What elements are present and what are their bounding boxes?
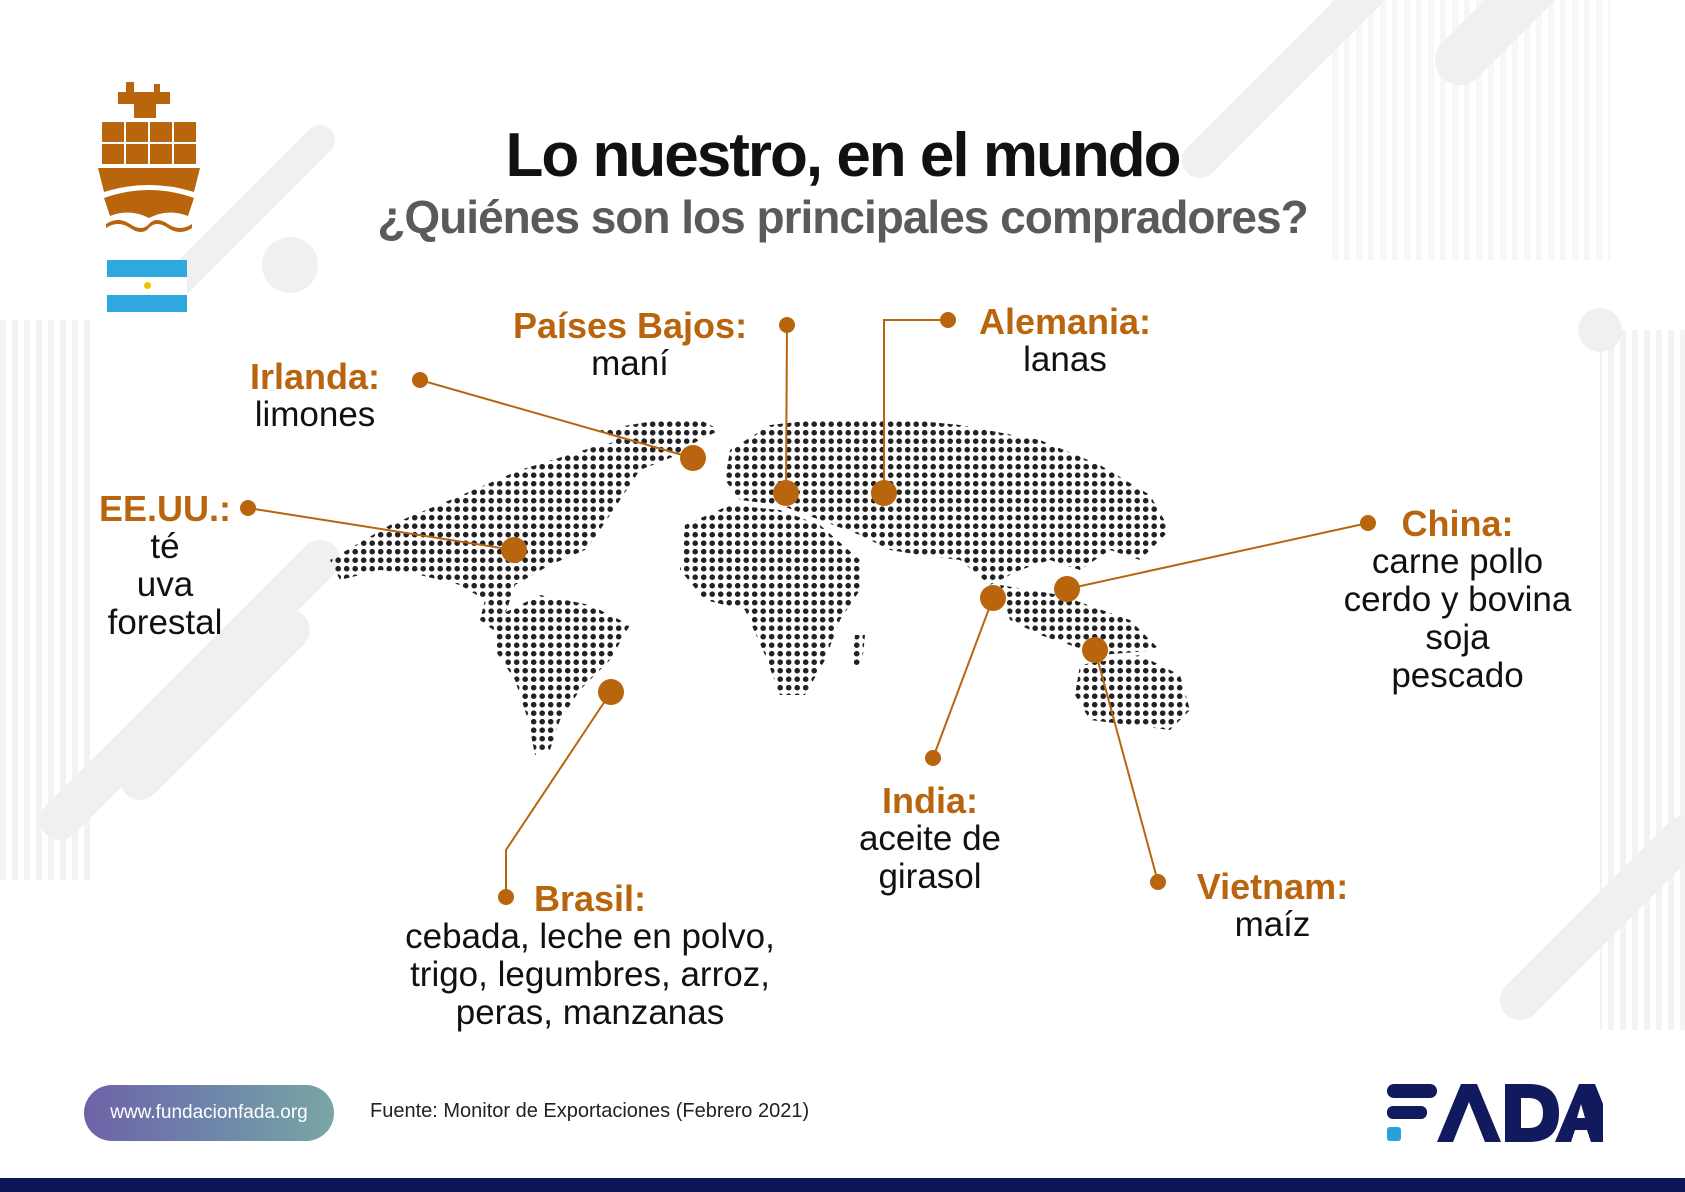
products-list: té uva forestal	[107, 527, 223, 642]
page-subtitle: ¿Quiénes son los principales compradores…	[377, 191, 1308, 243]
world-map	[330, 420, 1190, 755]
products-list: maíz	[1234, 905, 1311, 944]
page-title: Lo nuestro, en el mundo	[505, 121, 1182, 190]
website-link[interactable]: www.fundacionfada.org	[84, 1085, 334, 1141]
australia-shape	[1075, 655, 1190, 730]
south-america-shape	[495, 595, 630, 755]
country-name: India:	[882, 780, 978, 821]
products-list: limones	[254, 395, 376, 434]
label-india: India: aceite de girasol	[830, 782, 1030, 896]
madagascar-shape	[852, 635, 865, 665]
fada-logo-mark	[1387, 1084, 1603, 1142]
country-name: EE.UU.:	[98, 488, 231, 529]
country-name: Brasil:	[533, 878, 647, 919]
label-vietnam: Vietnam: maíz	[1170, 868, 1375, 944]
label-usa: EE.UU.: té uva forestal	[80, 490, 250, 642]
container-ship-icon	[98, 82, 200, 232]
label-china: China: carne pollo cerdo y bovina soja p…	[1310, 505, 1605, 695]
north-america-shape	[330, 435, 690, 615]
source-note: Fuente: Monitor de Exportaciones (Febrer…	[370, 1100, 810, 1122]
products-list: cebada, leche en polvo, trigo, legumbres…	[405, 917, 775, 1032]
products-list: lanas	[1023, 340, 1107, 379]
country-name: Irlanda:	[249, 356, 381, 397]
label-brazil: Brasil: cebada, leche en polvo, trigo, l…	[360, 880, 820, 1032]
eurasia-shape	[725, 420, 1170, 585]
fada-logo	[1385, 1080, 1605, 1151]
country-name: China:	[1401, 503, 1514, 544]
country-name: Vietnam:	[1196, 866, 1349, 907]
sun-icon	[144, 282, 151, 290]
country-name: Alemania:	[978, 301, 1152, 342]
products-list: maní	[591, 344, 669, 383]
argentina-flag	[107, 260, 187, 312]
bottom-bar	[0, 1178, 1685, 1192]
africa-shape	[680, 505, 860, 695]
label-ireland: Irlanda: limones	[230, 358, 400, 434]
label-netherlands: Países Bajos: maní	[495, 307, 765, 383]
label-germany: Alemania: lanas	[955, 303, 1175, 379]
country-name: Países Bajos:	[512, 305, 748, 346]
products-list: aceite de girasol	[858, 819, 1002, 896]
southeast-asia-shape	[1000, 585, 1160, 655]
products-list: carne pollo cerdo y bovina soja pescado	[1343, 542, 1572, 695]
